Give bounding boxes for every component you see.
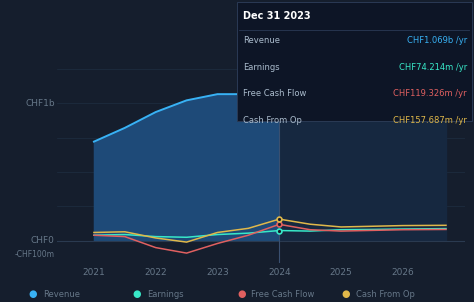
Text: ●: ● [341, 289, 350, 300]
Text: Cash From Op: Cash From Op [356, 290, 414, 299]
Text: ●: ● [237, 289, 246, 300]
Text: Earnings: Earnings [243, 63, 279, 72]
Text: CHF0: CHF0 [31, 236, 55, 245]
Text: Earnings: Earnings [147, 290, 183, 299]
Text: CHF119.326m /yr: CHF119.326m /yr [393, 89, 467, 98]
Text: Revenue: Revenue [243, 36, 280, 45]
Text: ●: ● [28, 289, 37, 300]
Text: Analysts Forecasts: Analysts Forecasts [283, 79, 361, 88]
Text: Free Cash Flow: Free Cash Flow [243, 89, 306, 98]
Text: Revenue: Revenue [43, 290, 80, 299]
Text: CHF157.687m /yr: CHF157.687m /yr [393, 116, 467, 125]
Text: CHF1.069b /yr: CHF1.069b /yr [407, 36, 467, 45]
Text: Free Cash Flow: Free Cash Flow [251, 290, 315, 299]
Text: CHF74.214m /yr: CHF74.214m /yr [399, 63, 467, 72]
Text: Dec 31 2023: Dec 31 2023 [243, 11, 310, 21]
Text: Cash From Op: Cash From Op [243, 116, 301, 125]
Text: CHF1b: CHF1b [25, 98, 55, 108]
Text: ●: ● [133, 289, 141, 300]
Text: Past: Past [258, 79, 275, 88]
Text: -CHF100m: -CHF100m [15, 250, 55, 259]
